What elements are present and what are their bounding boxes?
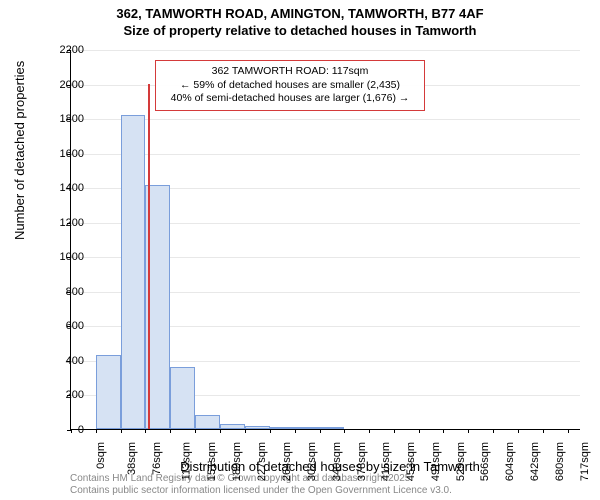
- xtick-label: 453sqm: [405, 442, 417, 481]
- ytick-label: 1400: [44, 182, 84, 194]
- xtick-label: 302sqm: [306, 442, 318, 481]
- xtick-mark: [96, 429, 97, 433]
- xtick-label: 378sqm: [356, 442, 368, 481]
- xtick-label: 38sqm: [126, 442, 138, 475]
- histogram-bar: [195, 415, 220, 429]
- xtick-mark: [493, 429, 494, 433]
- annotation-line-2: ← 59% of detached houses are smaller (2,…: [162, 79, 418, 93]
- y-axis-label: Number of detached properties: [12, 61, 27, 240]
- ytick-label: 1600: [44, 148, 84, 160]
- chart-title-block: 362, TAMWORTH ROAD, AMINGTON, TAMWORTH, …: [0, 0, 600, 40]
- xtick-mark: [245, 429, 246, 433]
- ytick-label: 200: [44, 389, 84, 401]
- xtick-label: 529sqm: [455, 442, 467, 481]
- xtick-label: 340sqm: [331, 442, 343, 481]
- histogram-bar: [320, 427, 344, 429]
- xtick-mark: [195, 429, 196, 433]
- histogram-bar: [220, 424, 244, 429]
- xtick-mark: [320, 429, 321, 433]
- ytick-label: 2200: [44, 44, 84, 56]
- xtick-mark: [419, 429, 420, 433]
- xtick-mark: [443, 429, 444, 433]
- histogram-bar: [121, 115, 145, 429]
- xtick-mark: [145, 429, 146, 433]
- chart-area: 362 TAMWORTH ROAD: 117sqm← 59% of detach…: [70, 50, 580, 430]
- xtick-mark: [468, 429, 469, 433]
- xtick-label: 680sqm: [555, 442, 567, 481]
- ytick-label: 600: [44, 320, 84, 332]
- histogram-bar: [270, 427, 295, 429]
- histogram-bar: [245, 426, 270, 429]
- xtick-label: 0sqm: [95, 442, 107, 469]
- xtick-label: 717sqm: [579, 442, 591, 481]
- xtick-label: 113sqm: [181, 442, 193, 480]
- annotation-box: 362 TAMWORTH ROAD: 117sqm← 59% of detach…: [155, 60, 425, 111]
- xtick-label: 189sqm: [232, 442, 244, 481]
- xtick-mark: [543, 429, 544, 433]
- xtick-label: 264sqm: [281, 442, 293, 481]
- chart-title-line1: 362, TAMWORTH ROAD, AMINGTON, TAMWORTH, …: [0, 6, 600, 23]
- histogram-bar: [170, 367, 195, 429]
- xtick-label: 491sqm: [430, 442, 442, 481]
- chart-title-line2: Size of property relative to detached ho…: [0, 23, 600, 40]
- plot-region: 362 TAMWORTH ROAD: 117sqm← 59% of detach…: [70, 50, 580, 430]
- xtick-mark: [121, 429, 122, 433]
- ytick-label: 2000: [44, 79, 84, 91]
- xtick-mark: [344, 429, 345, 433]
- xtick-label: 566sqm: [480, 442, 492, 481]
- xtick-mark: [369, 429, 370, 433]
- xtick-mark: [220, 429, 221, 433]
- annotation-line-3: 40% of semi-detached houses are larger (…: [162, 92, 418, 106]
- xtick-label: 642sqm: [530, 442, 542, 481]
- ytick-label: 800: [44, 286, 84, 298]
- property-marker-line: [148, 84, 150, 429]
- xtick-label: 415sqm: [380, 442, 392, 481]
- footer-line2: Contains public sector information licen…: [70, 485, 452, 497]
- xtick-label: 151sqm: [207, 442, 219, 481]
- xtick-mark: [394, 429, 395, 433]
- ytick-label: 400: [44, 355, 84, 367]
- xtick-mark: [295, 429, 296, 433]
- xtick-mark: [568, 429, 569, 433]
- xtick-mark: [170, 429, 171, 433]
- ytick-label: 0: [44, 424, 84, 436]
- annotation-line-1: 362 TAMWORTH ROAD: 117sqm: [162, 65, 418, 79]
- ytick-label: 1000: [44, 251, 84, 263]
- histogram-bar: [295, 427, 320, 429]
- xtick-label: 604sqm: [505, 442, 517, 481]
- xtick-label: 227sqm: [257, 442, 269, 481]
- ytick-label: 1200: [44, 217, 84, 229]
- histogram-bar: [96, 355, 121, 429]
- xtick-label: 76sqm: [151, 442, 163, 475]
- gridline-h: [71, 50, 580, 51]
- xtick-mark: [518, 429, 519, 433]
- ytick-label: 1800: [44, 113, 84, 125]
- xtick-mark: [270, 429, 271, 433]
